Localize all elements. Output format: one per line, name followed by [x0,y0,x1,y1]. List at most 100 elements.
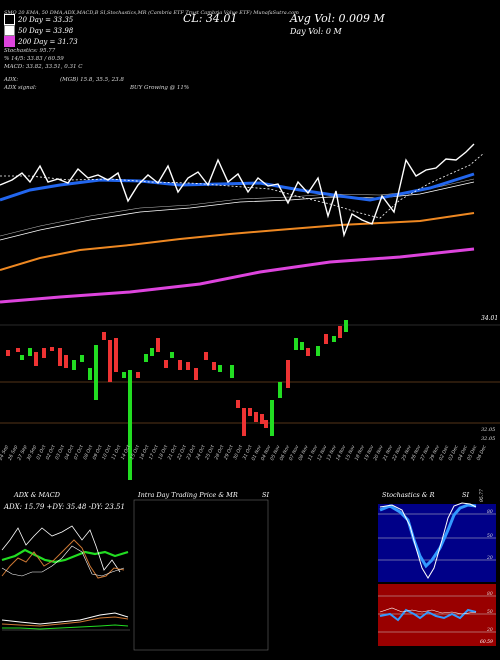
candle [114,338,118,372]
orange-ma-line [0,212,475,271]
stochastics-line: Stochastics: 95.77 [4,48,56,54]
x-date-label: 18 Oct [157,444,169,461]
candle [20,355,24,360]
candle [6,350,10,356]
x-date-label: 14 Oct [120,444,132,461]
candle [254,412,258,422]
ma50-swatch [4,25,15,36]
rsi-value-label: 60.59 [480,640,493,645]
x-date-label: 28 Oct [213,444,225,461]
stoch-value-label: 95.77 [480,489,485,502]
ma200-legend: 200 Day = 31.73 [4,36,78,47]
avg-volume-label: Avg Vol: 0.009 M [290,12,385,25]
candle [88,368,92,380]
x-date-label: 30 Oct [232,444,244,461]
candle [144,354,148,362]
x-date-label: 03 Oct [54,444,66,461]
stochastics-panel-title: Stochastics & R [382,491,435,499]
candle [204,352,208,360]
last-price-label: 34.01 [481,315,499,322]
x-date-label: 29 Oct [223,444,235,461]
x-date-label: 02 Oct [45,444,57,461]
rsi-white-line [379,607,477,615]
ma50-label: 50 Day = 33.98 [18,26,74,35]
close-price-label: CL: 34.01 [183,12,238,25]
intraday-panel-title: Intra Day Trading Price & MR [138,491,238,499]
stochastics-values: % 14/5: 33.83 / 60.59 [4,56,64,62]
intraday-panel-box [133,499,269,651]
candle [300,342,304,350]
candle [136,372,140,378]
candle [324,334,328,344]
adx-line-green [1,548,129,564]
x-date-label: 09 Oct [92,444,104,461]
x-date-label: 25 Oct [204,444,216,461]
ma-band-line-2 [0,178,475,237]
stoch-tick-50: 50 [487,534,493,539]
adx-panel-values: ADX: 15.79 +DY: 35.48 -DY: 23.51 [4,503,125,511]
x-date-label: 24 Oct [195,444,207,461]
candle [278,382,282,398]
x-date-label: 31 Oct [242,444,254,461]
day-volume-label: Day Vol: 0 M [290,27,342,36]
candle [270,400,274,436]
stoch-d-white [379,502,477,579]
candle [64,355,68,368]
candle [170,352,174,358]
ma20-blue-line [0,172,475,202]
candle [306,348,310,356]
candle [128,370,132,480]
candle [42,348,46,358]
candle [194,368,198,380]
x-date-label: 21 Oct [167,444,179,461]
rsi-blue-line [379,608,477,622]
candle [28,348,32,356]
ma50-dotted-line [0,152,485,219]
ma-band-line-1 [0,181,475,241]
candle [236,400,240,408]
candle [164,360,168,368]
low-price-label-1: 32.05 [481,427,496,433]
ma50-legend: 50 Day = 33.98 [4,25,78,36]
ma200-swatch [4,36,15,47]
macd-signal-line [1,616,129,627]
candle [248,408,252,416]
chart-symbol-line: SMO 20 EMA, 50 DMA,ADX,MACD,B SI,Stochas… [4,10,299,16]
candle [150,348,154,356]
ma200-label: 200 Day = 31.73 [18,37,78,46]
macd-histogram-line [2,624,129,630]
candle [72,360,76,370]
candle [344,320,348,332]
candle [212,362,216,370]
adx-signal-label: ADX signal: [4,85,37,91]
x-date-label: 08 Oct [82,444,94,461]
rsi-tick-50: 50 [487,610,493,615]
rsi-tick-80: 80 [487,592,493,597]
rsi-zone [378,584,496,646]
macd-line: MACD: 33.82, 33.51, 0.31 C [4,64,83,70]
candle [264,420,268,428]
x-date-label: 07 Oct [73,444,85,461]
adx-signal-value: BUY Growing @ 11% [130,85,190,91]
x-date-label: 01 Oct [35,444,47,461]
candle [178,360,182,370]
x-date-label: 22 Oct [176,444,188,461]
candle [338,326,342,338]
adx-thin-line [1,545,125,577]
adx-value: (MGB) 15.8, 35.5, 23.8 [60,77,124,83]
candle [156,338,160,352]
macd-line-white [1,612,129,625]
candle [230,365,234,378]
adx-panel-title: ADX & MACD [14,491,60,499]
candle [108,340,112,382]
candle [294,338,298,350]
moving-average-legend: 20 Day = 33.35 50 Day = 33.98 200 Day = … [4,14,78,47]
candle [50,347,54,351]
candle [80,355,84,362]
stoch-tick-80: 80 [487,510,493,515]
price-line [0,143,475,238]
candle [34,352,38,366]
ma20-label: 20 Day = 33.35 [18,15,74,24]
adx-macd-panel [1,525,130,631]
